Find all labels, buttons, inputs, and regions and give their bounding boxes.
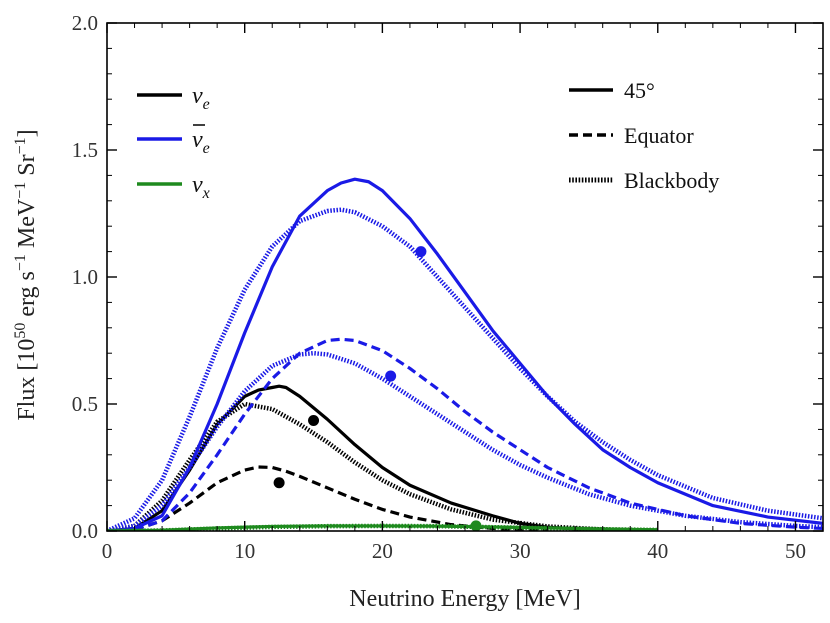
x-tick-label: 0	[102, 539, 113, 563]
data-marker-nu_e-3	[273, 477, 285, 489]
legend-label-nu-e: νe	[192, 83, 210, 113]
series-line-nubar_e-dotted-5	[107, 350, 823, 531]
y-tick-label: 0.0	[72, 519, 98, 543]
data-marker-nubar_e-1	[385, 370, 397, 382]
x-tick-label: 40	[647, 539, 668, 563]
x-tick-label: 50	[785, 539, 806, 563]
series-line-nubar_e-dotted-6	[107, 207, 823, 531]
x-axis-title: Neutrino Energy [MeV]	[349, 586, 581, 612]
y-axis-title: Flux [1050 erg s−1 MeV−1 Sr−1]	[12, 129, 40, 420]
y-tick-label: 1.5	[72, 138, 98, 162]
x-tick-label: 10	[234, 539, 255, 563]
series-line-nubar_e-dashed-4	[107, 337, 823, 531]
legend-species: νe νe νx	[137, 83, 210, 202]
series-line-nu_x-dotted-8	[107, 523, 658, 531]
marker-layer	[273, 246, 482, 532]
series-line-nu_e-dashed-1	[107, 465, 548, 531]
series-line-nu_e-dotted-2	[107, 401, 658, 531]
y-tick-label: 2.0	[72, 11, 98, 35]
legend-styles: 45° Equator Blackbody	[569, 78, 719, 193]
y-tick-label: 1.0	[72, 265, 98, 289]
series-layer	[107, 177, 823, 531]
data-marker-nu_e-2	[308, 415, 320, 427]
legend-label-equator: Equator	[624, 123, 694, 148]
x-tick-label: 30	[510, 539, 531, 563]
legend-label-45deg: 45°	[624, 78, 655, 103]
axes-layer: 0 10 20 30 40 50 0.0 0.5 1.0 1.5 2.0	[72, 11, 824, 563]
series-line-nubar_e-solid-3	[107, 177, 823, 531]
legend-label-blackbody: Blackbody	[624, 168, 719, 193]
data-marker-nubar_e-0	[415, 246, 427, 258]
legend-label-nubar-e: νe	[192, 127, 210, 157]
data-marker-nu_x-4	[470, 520, 482, 532]
x-tick-label: 20	[372, 539, 393, 563]
legend-label-nu-x: νx	[192, 172, 210, 202]
y-tick-label: 0.5	[72, 392, 98, 416]
